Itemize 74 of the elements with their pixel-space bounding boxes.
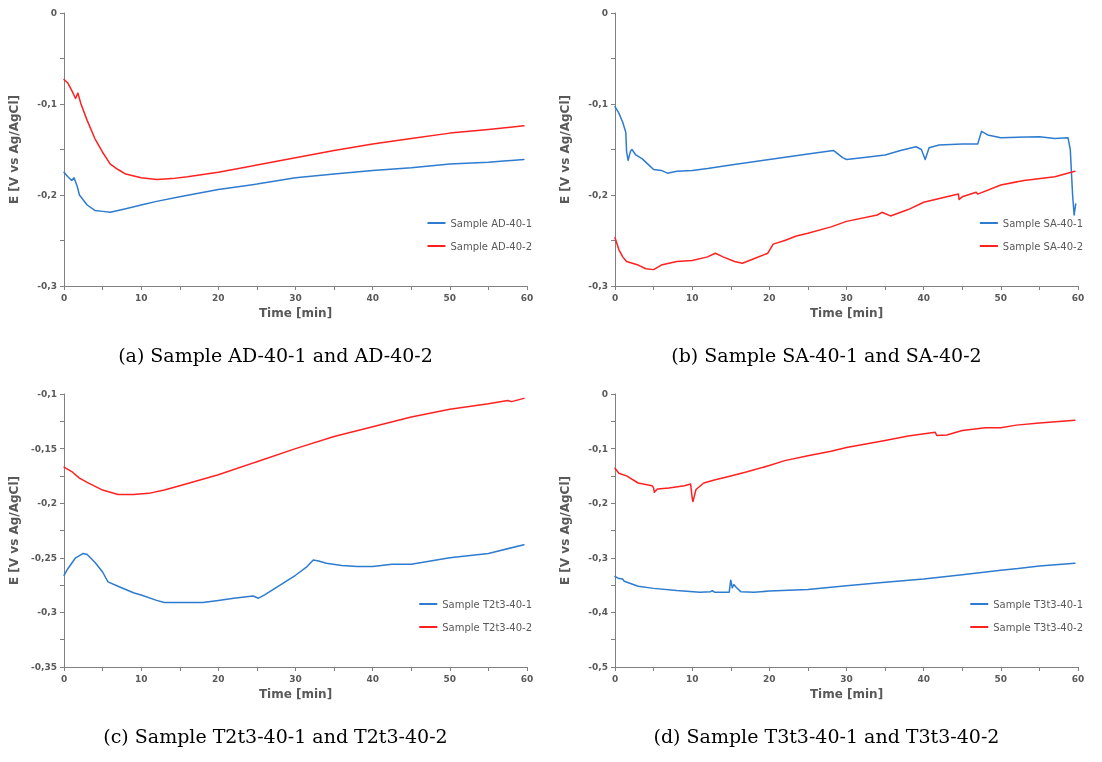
y-axis-title: E [V vs Ag/AgCl] xyxy=(7,475,21,586)
x-tick-label: 10 xyxy=(685,292,699,303)
line-series xyxy=(63,158,525,214)
y-tick-label: -0,2 xyxy=(588,498,608,509)
x-tick-label: 0 xyxy=(60,673,68,684)
y-axis-title: E [V vs Ag/AgCl] xyxy=(558,94,572,205)
x-tick-label: 60 xyxy=(520,292,534,303)
x-tick-label: 0 xyxy=(611,673,619,684)
x-tick-label: 10 xyxy=(685,673,699,684)
x-axis-title: Time [min] xyxy=(809,686,884,701)
y-tick-label: 0 xyxy=(601,389,608,399)
x-tick-label: 40 xyxy=(366,673,379,684)
text: (b) Sample SA-40-1 and SA-40-2 xyxy=(671,343,982,366)
legend-label: Sample SA-40-2 xyxy=(1002,240,1084,252)
line-series xyxy=(63,78,525,181)
x-tick-label: 20 xyxy=(212,673,225,684)
line-series xyxy=(614,105,1077,216)
y-tick-label: -0,3 xyxy=(588,281,608,291)
y-tick-label: 0 xyxy=(601,8,608,18)
text: (a) Sample AD-40-1 and AD-40-2 xyxy=(118,343,433,366)
x-tick-label: 50 xyxy=(443,292,457,303)
x-tick-label: 60 xyxy=(1071,673,1085,684)
y-tick-label: -0,2 xyxy=(588,190,608,200)
y-tick-label: -0,1 xyxy=(37,99,57,109)
x-tick-label: 20 xyxy=(763,292,776,303)
x-tick-label: 20 xyxy=(212,292,225,303)
line-series xyxy=(63,397,525,496)
legend-label: Sample AD-40-1 xyxy=(450,217,533,229)
y-tick-label: -0,3 xyxy=(37,281,57,291)
y-tick-label: -0,3 xyxy=(37,607,57,618)
legend-label: Sample T3t3-40-2 xyxy=(993,621,1083,633)
x-tick-label: 60 xyxy=(1071,292,1085,303)
text: (d) Sample T3t3-40-1 and T3t3-40-2 xyxy=(653,724,1000,747)
y-tick-label: -0,1 xyxy=(588,99,608,109)
x-tick-label: 0 xyxy=(60,292,68,303)
x-tick-label: 30 xyxy=(840,292,853,303)
y-tick-label: -0,35 xyxy=(31,662,57,672)
x-tick-label: 30 xyxy=(840,673,853,684)
legend-label: Sample T2t3-40-1 xyxy=(442,598,532,610)
x-tick-label: 20 xyxy=(763,673,776,684)
y-tick-label: -0,1 xyxy=(588,443,608,454)
line-series xyxy=(614,419,1076,503)
y-tick-label: -0,2 xyxy=(37,190,57,200)
y-tick-label: -0,4 xyxy=(588,607,608,618)
y-tick-label: -0,25 xyxy=(31,552,57,563)
y-tick-label: -0,15 xyxy=(31,443,57,454)
y-tick-label: 0 xyxy=(50,8,57,18)
y-tick-label: -0,2 xyxy=(37,498,57,509)
x-axis-title: Time [min] xyxy=(258,305,333,320)
legend-label: Sample AD-40-2 xyxy=(450,240,533,252)
y-axis-title: E [V vs Ag/AgCl] xyxy=(7,94,21,205)
x-tick-label: 40 xyxy=(366,292,379,303)
legend-label: Sample SA-40-1 xyxy=(1002,217,1084,229)
y-axis-title: E [V vs Ag/AgCl] xyxy=(558,475,572,586)
x-tick-label: 50 xyxy=(994,292,1008,303)
x-axis-title: Time [min] xyxy=(258,686,333,701)
x-tick-label: 60 xyxy=(520,673,534,684)
x-tick-label: 40 xyxy=(917,673,930,684)
line-series xyxy=(614,562,1076,593)
y-tick-label: -0,3 xyxy=(588,552,608,563)
x-tick-label: 0 xyxy=(611,292,619,303)
legend-label: Sample T3t3-40-1 xyxy=(993,598,1083,610)
x-axis-title: Time [min] xyxy=(809,305,884,320)
text: (c) Sample T2t3-40-1 and T2t3-40-2 xyxy=(103,724,448,747)
x-tick-label: 40 xyxy=(917,292,930,303)
legend-label: Sample T2t3-40-2 xyxy=(442,621,532,633)
x-tick-label: 30 xyxy=(289,292,302,303)
x-tick-label: 30 xyxy=(289,673,302,684)
y-tick-label: -0,5 xyxy=(588,662,608,672)
x-tick-label: 50 xyxy=(443,673,457,684)
x-tick-label: 10 xyxy=(134,673,148,684)
y-tick-label: -0,1 xyxy=(37,389,57,399)
x-tick-label: 10 xyxy=(134,292,148,303)
x-tick-label: 50 xyxy=(994,673,1008,684)
